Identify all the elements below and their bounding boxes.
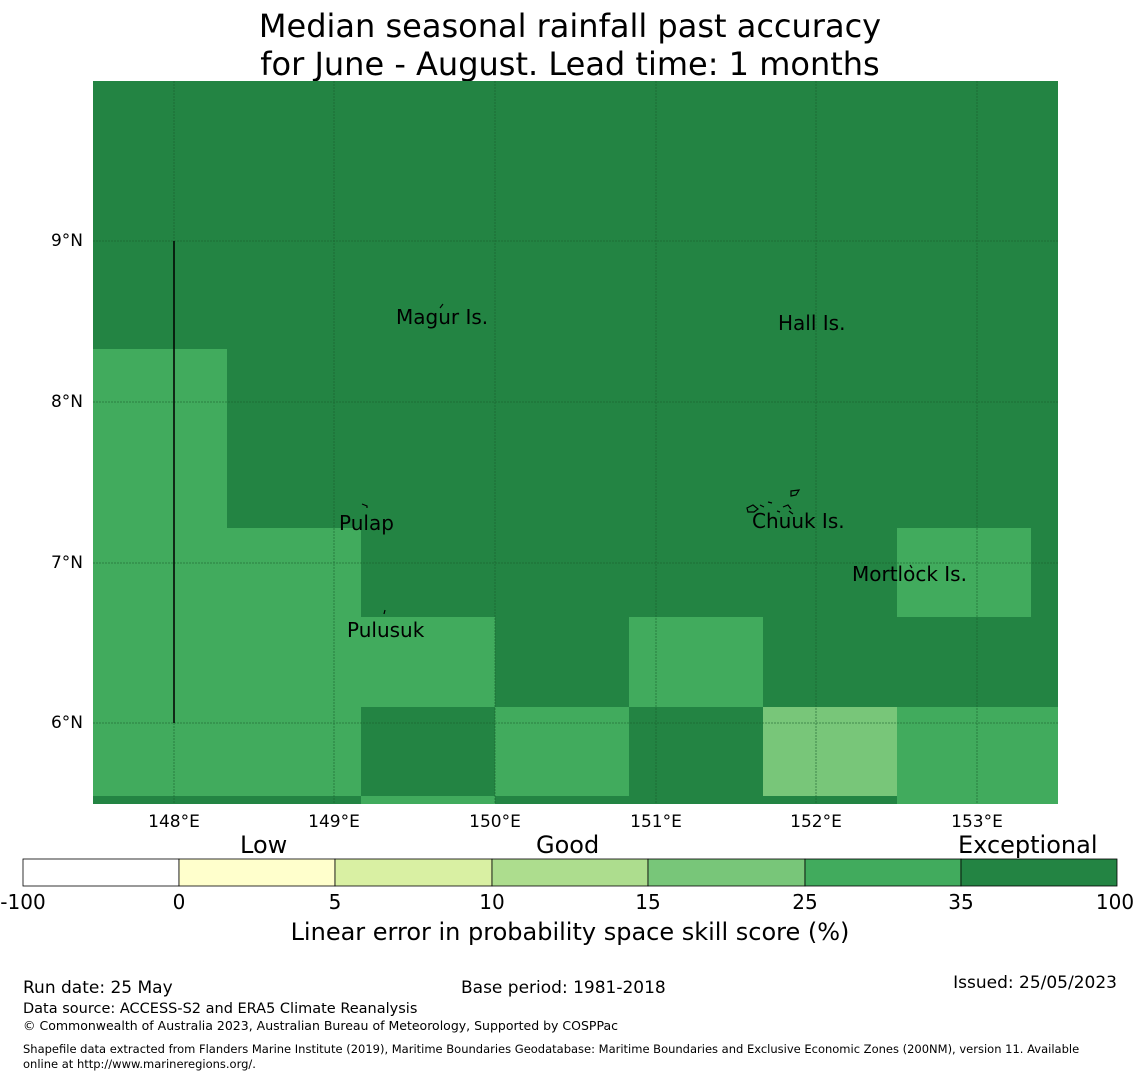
colorbar-tick: 5 bbox=[328, 890, 342, 914]
lon-label-152e: 152°E bbox=[790, 812, 842, 832]
lon-label-153e: 153°E bbox=[951, 812, 1003, 832]
run-date: Run date: 25 May bbox=[23, 978, 173, 998]
lon-label-148e: 148°E bbox=[148, 812, 200, 832]
colorbar-tick: 0 bbox=[172, 890, 186, 914]
place-pulusuk: Pulusuk bbox=[347, 618, 425, 642]
place-magur: Magur Is. bbox=[396, 305, 489, 329]
colorbar-label: Linear error in probability space skill … bbox=[290, 918, 850, 946]
issued-date: Issued: 25/05/2023 bbox=[953, 973, 1117, 993]
place-pulap: Pulap bbox=[339, 511, 394, 535]
base-period: Base period: 1981-2018 bbox=[461, 978, 666, 998]
colorbar bbox=[22, 858, 1118, 887]
lat-label-6n: 6°N bbox=[50, 713, 83, 733]
lat-label-9n: 9°N bbox=[50, 231, 83, 251]
category-low: Low bbox=[240, 831, 288, 859]
skill-25-35-cells bbox=[93, 349, 1058, 804]
lon-label-150e: 150°E bbox=[469, 812, 521, 832]
title-line-2: for June - August. Lead time: 1 months bbox=[260, 45, 880, 83]
colorbar-tick: 100 bbox=[1095, 890, 1135, 914]
shapefile-credit-2: online at http://www.marineregions.org/. bbox=[23, 1057, 256, 1071]
copyright: © Commonwealth of Australia 2023, Austra… bbox=[23, 1018, 618, 1033]
place-mortlock: Mortlock Is. bbox=[852, 562, 967, 586]
lon-label-149e: 149°E bbox=[308, 812, 360, 832]
map-gridlines bbox=[93, 81, 1058, 804]
place-hall: Hall Is. bbox=[778, 311, 846, 335]
colorbar-tick: 10 bbox=[479, 890, 505, 914]
colorbar-tick: 25 bbox=[792, 890, 818, 914]
shapefile-credit-1: Shapefile data extracted from Flanders M… bbox=[23, 1042, 1080, 1056]
lon-label-151e: 151°E bbox=[630, 812, 682, 832]
title-line-1: Median seasonal rainfall past accuracy bbox=[258, 7, 882, 45]
island-outlines bbox=[361, 303, 913, 615]
colorbar-tick: 35 bbox=[948, 890, 974, 914]
lat-label-7n: 7°N bbox=[50, 553, 83, 573]
category-good: Good bbox=[536, 831, 600, 859]
colorbar-tick: -100 bbox=[0, 890, 46, 914]
colorbar-tick: 15 bbox=[635, 890, 661, 914]
lat-label-8n: 8°N bbox=[50, 392, 83, 412]
skill-15-25-cell bbox=[763, 707, 897, 796]
data-source: Data source: ACCESS-S2 and ERA5 Climate … bbox=[23, 1001, 418, 1017]
category-exceptional: Exceptional bbox=[958, 831, 1098, 859]
place-chuuk: Chuuk Is. bbox=[752, 509, 845, 533]
